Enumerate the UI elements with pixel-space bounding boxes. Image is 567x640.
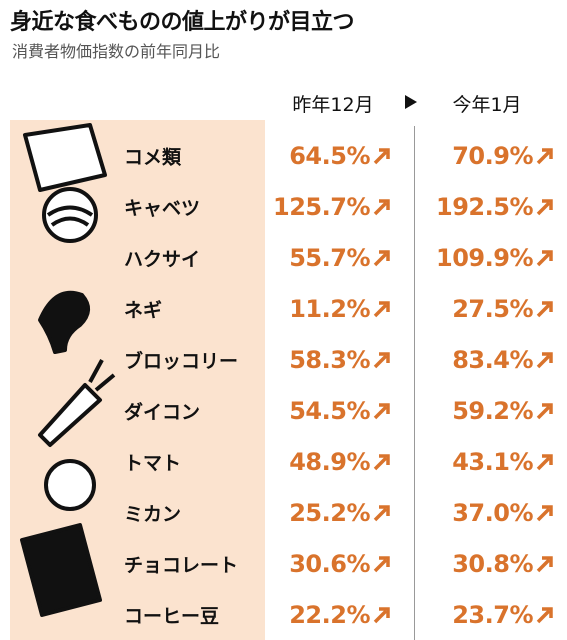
row-label: ミカン (124, 503, 182, 526)
value-jan: 37.0% (452, 499, 533, 527)
up-arrow (373, 250, 390, 267)
value-jan: 59.2% (452, 397, 533, 425)
up-arrow (536, 505, 553, 522)
row-label: ダイコン (124, 401, 201, 424)
icons (20, 123, 116, 617)
up-arrow (373, 454, 390, 471)
value-dec: 58.3% (289, 346, 370, 374)
value-jan: 109.9% (436, 244, 533, 272)
value-jan: 23.7% (452, 601, 533, 629)
row-label: ブロッコリー (124, 350, 239, 373)
value-dec: 64.5% (289, 142, 370, 170)
up-arrow (373, 148, 390, 165)
value-dec: 54.5% (289, 397, 370, 425)
column-header: 今年1月 (452, 94, 522, 116)
row-label: コーヒー豆 (124, 605, 220, 628)
value-dec: 48.9% (289, 448, 370, 476)
arrow-icon (405, 95, 417, 109)
title: 身近な食べものの値上がりが目立つ (10, 10, 355, 35)
subtitle: 消費者物価指数の前年同月比 (12, 42, 221, 61)
up-arrow (373, 505, 390, 522)
divider (414, 126, 415, 640)
row-label: コメ類 (124, 146, 182, 169)
up-arrow (536, 250, 553, 267)
value-jan: 27.5% (452, 295, 533, 323)
value-dec: 30.6% (289, 550, 370, 578)
value-dec: 11.2% (289, 295, 370, 323)
value-dec: 22.2% (289, 601, 370, 629)
up-arrow (536, 301, 553, 318)
row-label: ハクサイ (124, 248, 201, 271)
column-header: 昨年12月 (292, 94, 374, 116)
value-jan: 70.9% (452, 142, 533, 170)
up-arrow (536, 403, 553, 420)
value-jan: 30.8% (452, 550, 533, 578)
value-dec: 125.7% (273, 193, 370, 221)
row-label: キャベツ (124, 197, 201, 220)
up-arrow (536, 454, 553, 471)
value-jan: 192.5% (436, 193, 533, 221)
row-label: ネギ (124, 299, 163, 322)
value-dec: 25.2% (289, 499, 370, 527)
row-label: トマト (124, 452, 182, 475)
up-arrow (373, 403, 390, 420)
up-arrow (536, 607, 553, 624)
value-jan: 83.4% (452, 346, 533, 374)
value-dec: 55.7% (289, 244, 370, 272)
up-arrow (536, 352, 553, 369)
value-jan: 43.1% (452, 448, 533, 476)
up-arrow (373, 199, 390, 216)
up-arrow (373, 352, 390, 369)
up-arrow (373, 301, 390, 318)
up-arrow (536, 148, 553, 165)
up-arrow (536, 199, 553, 216)
up-arrow (373, 556, 390, 573)
up-arrow (536, 556, 553, 573)
up-arrow (373, 607, 390, 624)
row-label: チョコレート (124, 554, 239, 577)
